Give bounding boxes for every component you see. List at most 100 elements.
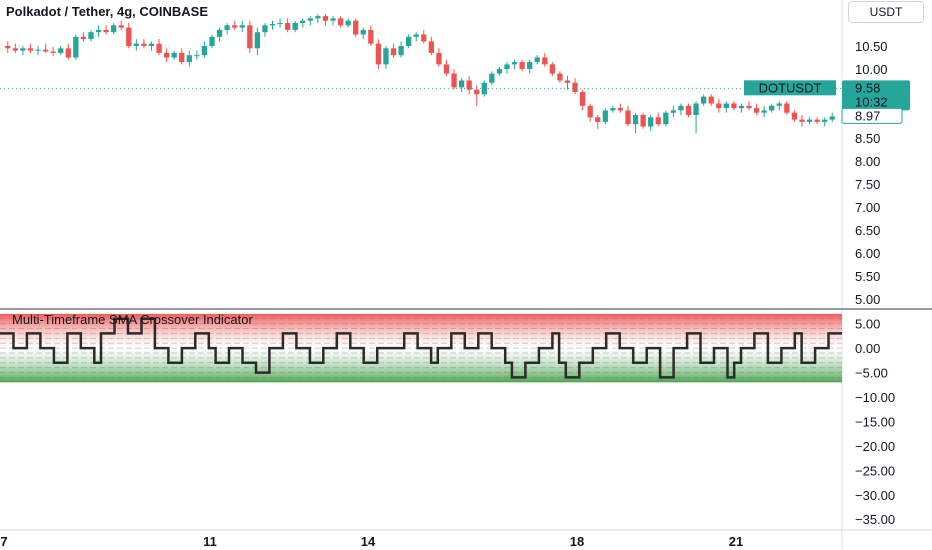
candle-body	[632, 115, 639, 125]
candle-body	[27, 48, 34, 51]
candle-body	[655, 117, 661, 125]
candle-body	[194, 55, 200, 57]
candle-body	[421, 34, 427, 42]
candle-body	[458, 80, 465, 88]
indicator-line	[0, 317, 842, 379]
candle-body	[300, 20, 306, 23]
price-tick-label: 5.00	[855, 292, 880, 307]
candle-body	[738, 105, 745, 109]
candle-body	[58, 48, 64, 53]
time-tick-label: 14	[361, 534, 376, 549]
symbol-label: DOTUSDT	[759, 80, 822, 95]
candle-body	[685, 105, 692, 115]
last-price-tag	[842, 80, 910, 111]
candle-body	[776, 103, 782, 106]
price-tick-label: 7.50	[855, 177, 880, 192]
candle-body	[375, 43, 382, 65]
candle-body	[564, 80, 571, 83]
candle-body	[700, 96, 707, 104]
currency-button[interactable]: USDT	[848, 1, 924, 23]
candle-body	[239, 25, 245, 28]
candle-body	[822, 119, 828, 122]
candle-body	[171, 52, 177, 58]
symbol-label-bg	[744, 80, 836, 96]
countdown: 10:32	[855, 94, 888, 109]
candle-body	[141, 43, 147, 46]
candle-body	[829, 116, 835, 120]
candle-body	[216, 29, 223, 37]
candle-body	[587, 105, 593, 118]
candle-body	[322, 16, 329, 21]
candle-body	[118, 25, 124, 28]
candle-body	[466, 80, 472, 90]
candle-body	[572, 82, 578, 92]
last-price-value: 9.58	[855, 80, 880, 95]
candle-body	[73, 36, 79, 58]
candle-body	[542, 57, 548, 65]
indicator-tick-label: −20.00	[855, 439, 895, 454]
candle-body	[474, 89, 480, 95]
price-tick-label: 10.50	[855, 39, 888, 54]
candle-body	[511, 62, 518, 65]
candle-body	[769, 105, 775, 111]
candle-body	[519, 62, 525, 69]
candle-body	[133, 43, 140, 46]
candle-body	[103, 29, 109, 33]
candle-body	[534, 57, 540, 63]
candle-body	[368, 29, 374, 44]
candle-body	[65, 48, 71, 58]
candle-body	[670, 110, 677, 113]
candle-body	[489, 73, 495, 83]
candle-body	[753, 108, 760, 113]
candle-body	[247, 25, 253, 49]
indicator-tick-label: −15.00	[855, 414, 895, 429]
indicator-tick-label: 0.00	[855, 341, 880, 356]
candle-body	[602, 110, 608, 122]
candle-body	[406, 36, 412, 46]
candle-body	[504, 64, 510, 69]
price-tick-label: 10.00	[855, 62, 888, 77]
candle-body	[345, 20, 351, 26]
line-price-value: 8.97	[855, 108, 880, 123]
candle-body	[640, 115, 646, 127]
candle-body	[307, 18, 313, 21]
indicator-tick-label: −25.00	[855, 463, 895, 478]
candle-body	[579, 92, 586, 106]
candle-body	[277, 23, 283, 24]
candle-body	[262, 25, 268, 33]
candle-body	[284, 23, 291, 30]
candle-body	[111, 25, 117, 33]
candle-body	[383, 48, 389, 65]
time-tick-label: 21	[729, 534, 743, 549]
candle-body	[625, 110, 631, 125]
candle-body	[224, 25, 230, 30]
candle-body	[806, 119, 813, 122]
candle-body	[163, 52, 170, 58]
candle-body	[814, 119, 820, 122]
candle-body	[648, 117, 654, 127]
candle-body	[390, 48, 397, 56]
candle-body	[451, 73, 457, 88]
candle-body	[663, 112, 669, 125]
candle-body	[723, 103, 729, 109]
candle-body	[428, 41, 434, 53]
candle-body	[549, 64, 556, 74]
candle-body	[88, 32, 94, 40]
candle-body	[156, 43, 162, 53]
indicator-title: Multi-Timeframe SMA Crossover Indicator	[12, 312, 253, 327]
candle-body	[330, 18, 336, 21]
candle-body	[232, 25, 238, 28]
price-tick-label: 8.50	[855, 131, 880, 146]
time-tick-label: 7	[0, 534, 7, 549]
candle-body	[443, 64, 450, 74]
indicator-tick-label: −30.00	[855, 488, 895, 503]
candle-body	[799, 119, 805, 122]
candle-body	[254, 32, 261, 49]
price-tick-label: 8.00	[855, 154, 880, 169]
time-tick-label: 11	[203, 534, 217, 549]
candle-body	[746, 105, 752, 109]
price-tick-label: 5.50	[855, 269, 880, 284]
candle-body	[784, 103, 790, 113]
candle-body	[527, 62, 533, 69]
